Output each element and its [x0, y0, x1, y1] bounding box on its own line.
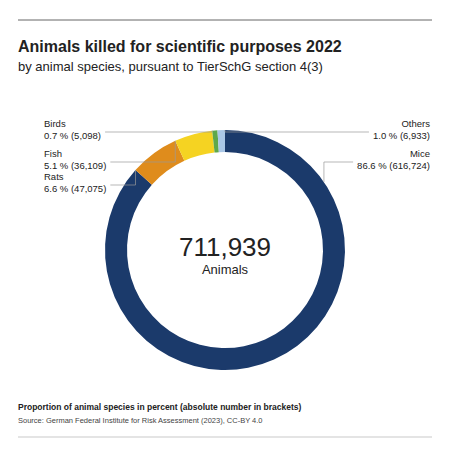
leader-line — [324, 162, 353, 182]
value-label: 5.1 % (36,109) — [44, 160, 106, 171]
chart: Animals killed for scientific purposes 2… — [0, 0, 450, 455]
category-label: Mice — [410, 148, 430, 159]
category-label: Rats — [44, 171, 64, 182]
category-label: Fish — [44, 148, 62, 159]
slices — [105, 130, 345, 370]
top-rule — [18, 20, 432, 21]
center-sublabel: Animals — [202, 262, 249, 277]
source: Source: German Federal Institute for Ris… — [18, 416, 263, 425]
value-label: 1.0 % (6,933) — [373, 130, 430, 141]
background — [0, 0, 450, 455]
title: Animals killed for scientific purposes 2… — [18, 38, 342, 55]
slice — [105, 130, 345, 370]
center-label: 711,939 — [179, 232, 271, 262]
leader-line — [110, 170, 135, 185]
leader-line — [105, 131, 212, 132]
leader-line — [110, 141, 175, 162]
labels: Mice86.6 % (616,724) Rats6.6 % (47,075) Fi… — [44, 118, 430, 194]
category-label: Others — [401, 118, 430, 129]
value-label: 0.7 % (5,098) — [44, 130, 101, 141]
leader-line — [225, 130, 369, 132]
footnote: Proportion of animal species in percent … — [18, 402, 302, 412]
bottom-rule — [18, 437, 432, 438]
slice — [217, 130, 225, 152]
subtitle: by animal species, pursuant to TierSchG … — [18, 59, 323, 74]
slice — [135, 141, 184, 185]
value-label: 6.6 % (47,075) — [44, 183, 106, 194]
category-label: Birds — [44, 118, 66, 129]
slice — [175, 131, 214, 161]
value-label: 86.6 % (616,724) — [357, 160, 430, 171]
